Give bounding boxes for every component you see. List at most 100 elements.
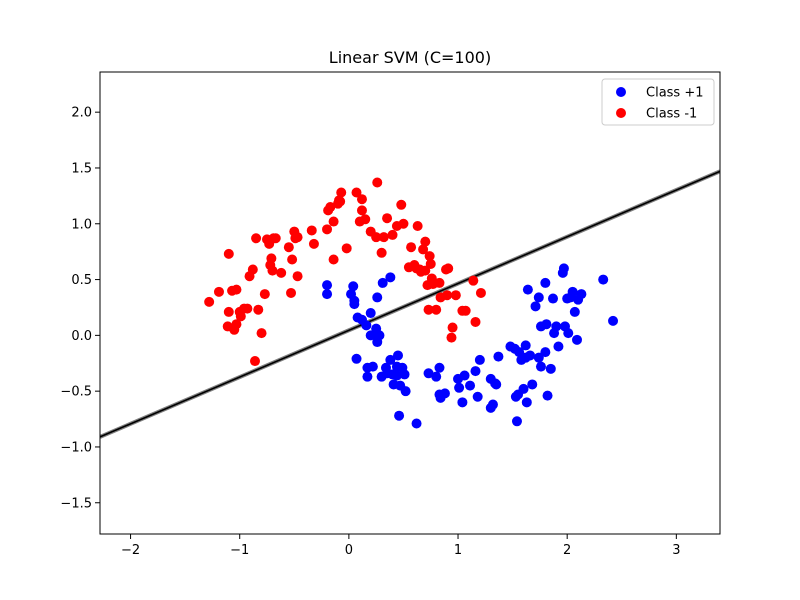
data-point-class-pos1 xyxy=(439,388,450,399)
data-point-class-neg1 xyxy=(231,284,242,295)
data-point-class-neg1 xyxy=(336,187,347,198)
data-point-class-pos1 xyxy=(394,410,405,421)
data-point-class-pos1 xyxy=(454,382,465,393)
data-point-class-pos1 xyxy=(361,320,372,331)
data-point-class-neg1 xyxy=(443,263,454,274)
x-tick-label: 1 xyxy=(454,543,462,558)
data-point-class-neg1 xyxy=(292,232,303,243)
data-point-class-neg1 xyxy=(308,238,319,249)
data-point-class-neg1 xyxy=(287,254,298,265)
data-point-class-neg1 xyxy=(292,271,303,282)
data-point-class-pos1 xyxy=(533,352,544,363)
data-point-class-pos1 xyxy=(493,351,504,362)
data-point-class-pos1 xyxy=(400,386,411,397)
data-point-class-neg1 xyxy=(424,251,435,262)
y-tick-label: 1.5 xyxy=(71,161,92,176)
data-point-class-pos1 xyxy=(423,368,434,379)
plot-clip-group xyxy=(100,169,720,439)
data-point-class-pos1 xyxy=(541,319,552,330)
data-point-class-neg1 xyxy=(267,265,278,276)
data-point-class-neg1 xyxy=(475,287,486,298)
data-point-class-neg1 xyxy=(204,296,215,307)
data-point-class-neg1 xyxy=(213,286,224,297)
data-point-class-neg1 xyxy=(435,292,446,303)
legend-marker xyxy=(616,87,626,97)
data-point-class-neg1 xyxy=(223,248,234,259)
y-tick-label: −1.0 xyxy=(60,440,92,455)
data-point-class-pos1 xyxy=(520,340,531,351)
data-point-class-pos1 xyxy=(608,315,619,326)
data-point-class-pos1 xyxy=(434,362,445,373)
data-point-class-pos1 xyxy=(465,380,476,391)
data-point-class-pos1 xyxy=(391,370,402,381)
data-point-class-pos1 xyxy=(598,274,609,285)
data-point-class-neg1 xyxy=(447,322,458,333)
data-point-class-pos1 xyxy=(362,371,373,382)
data-point-class-neg1 xyxy=(328,216,339,227)
data-point-class-neg1 xyxy=(356,194,367,205)
data-point-class-pos1 xyxy=(542,390,553,401)
decision-boundary-line xyxy=(100,170,720,438)
data-point-class-neg1 xyxy=(382,213,393,224)
data-point-class-pos1 xyxy=(518,383,529,394)
axis-ticks: −2 −1 0 1 2 3 −1.5 −1.0 −0.5 0.0 0.5 1.0 1.5 2.0 xyxy=(60,106,680,558)
data-point-class-neg1 xyxy=(259,289,270,300)
data-point-class-pos1 xyxy=(535,361,546,372)
data-point-class-neg1 xyxy=(223,306,234,317)
data-point-class-neg1 xyxy=(286,287,297,298)
data-point-class-pos1 xyxy=(372,292,383,303)
y-tick-label: −1.5 xyxy=(60,496,92,511)
data-point-class-neg1 xyxy=(387,229,398,240)
data-point-class-neg1 xyxy=(460,305,471,316)
chart-title: Linear SVM (C=100) xyxy=(329,48,491,67)
data-point-class-pos1 xyxy=(399,369,410,380)
axes-frame xyxy=(99,71,721,535)
data-point-class-neg1 xyxy=(266,253,277,264)
data-point-class-neg1 xyxy=(250,356,260,367)
data-point-class-pos1 xyxy=(553,341,564,352)
data-point-class-neg1 xyxy=(351,187,362,198)
data-point-class-pos1 xyxy=(365,308,376,319)
data-point-class-pos1 xyxy=(459,370,470,381)
data-point-class-neg1 xyxy=(398,218,409,229)
data-point-class-pos1 xyxy=(521,397,532,408)
legend: Class +1 Class -1 xyxy=(601,78,715,126)
data-point-class-pos1 xyxy=(511,416,522,427)
data-point-class-neg1 xyxy=(334,195,345,206)
x-tick-label: 0 xyxy=(345,543,353,558)
y-tick-label: 0.0 xyxy=(71,329,92,344)
data-point-class-neg1 xyxy=(412,221,423,231)
x-tick-label: −2 xyxy=(121,543,140,558)
data-point-class-pos1 xyxy=(474,354,485,365)
x-tick-label: 3 xyxy=(672,543,680,558)
data-point-class-pos1 xyxy=(558,263,569,274)
data-point-class-pos1 xyxy=(367,361,378,372)
data-point-class-neg1 xyxy=(360,214,371,225)
y-tick-label: 1.0 xyxy=(71,217,92,232)
data-point-class-neg1 xyxy=(396,199,407,210)
data-point-class-pos1 xyxy=(527,379,538,390)
data-point-class-neg1 xyxy=(341,243,352,254)
data-point-class-neg1 xyxy=(270,233,281,244)
data-point-class-neg1 xyxy=(242,303,253,314)
data-point-class-pos1 xyxy=(525,350,536,361)
x-tick-label: −1 xyxy=(230,543,249,558)
data-point-class-neg1 xyxy=(418,244,429,255)
data-point-class-pos1 xyxy=(392,350,403,361)
legend-label: Class -1 xyxy=(646,107,697,122)
data-point-class-neg1 xyxy=(423,304,434,315)
data-point-class-neg1 xyxy=(425,258,436,269)
data-point-class-pos1 xyxy=(411,418,422,429)
data-point-class-neg1 xyxy=(376,247,387,258)
data-point-class-neg1 xyxy=(431,304,442,315)
data-point-class-neg1 xyxy=(253,304,264,315)
data-point-class-neg1 xyxy=(420,236,431,247)
data-point-class-pos1 xyxy=(545,363,556,374)
data-point-class-pos1 xyxy=(533,292,544,303)
data-point-class-pos1 xyxy=(540,347,551,358)
data-point-class-neg1 xyxy=(470,316,481,327)
data-point-class-pos1 xyxy=(374,330,385,341)
data-point-class-neg1 xyxy=(328,254,339,265)
legend-marker xyxy=(616,108,626,118)
